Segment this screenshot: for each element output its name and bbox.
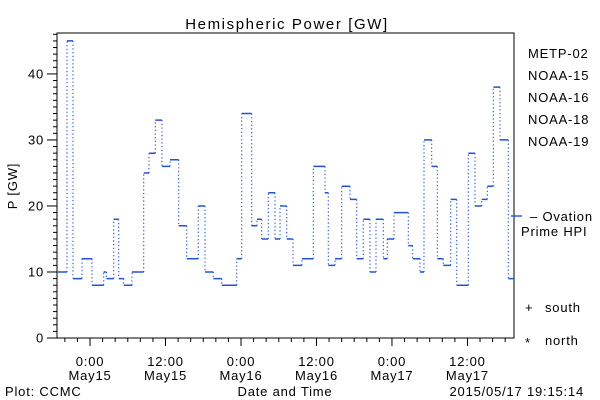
x-tick-labels: 0:00May1512:00May150:00May1612:00May160:… <box>69 354 489 383</box>
x-tick-label-time: 12:00 <box>298 354 335 369</box>
data-step-connectors <box>66 40 509 286</box>
legend-model: – Ovation Prime HPI <box>511 209 593 239</box>
x-tick-label-date: May17 <box>446 368 489 383</box>
legend-item-metp02: METP-02 <box>528 46 589 61</box>
south-marker-icon: + <box>525 300 533 315</box>
north-label: north <box>545 333 579 348</box>
legend-model-line1: – Ovation <box>530 209 593 224</box>
legend-hemispheres: + south * north <box>525 300 581 350</box>
legend-satellites: METP-02 NOAA-15 NOAA-16 NOAA-18 NOAA-19 <box>528 46 589 149</box>
x-tick-label-date: May15 <box>144 368 187 383</box>
legend-item-noaa15: NOAA-15 <box>528 68 589 83</box>
data-step-segments <box>57 40 514 286</box>
north-marker-icon: * <box>525 335 531 350</box>
x-tick-label-date: May15 <box>69 368 112 383</box>
legend-item-noaa16: NOAA-16 <box>528 90 589 105</box>
south-label: south <box>545 300 581 315</box>
plot-frame <box>56 32 515 339</box>
y-tick-label: 10 <box>28 264 44 279</box>
legend-model-line2: Prime HPI <box>521 224 587 239</box>
y-tick-labels: 0 10 20 30 40 <box>28 66 44 346</box>
legend-item-noaa18: NOAA-18 <box>528 112 589 127</box>
timestamp: 2015/05/17 19:15:14 <box>450 384 584 399</box>
y-tick-label: 30 <box>28 132 44 147</box>
x-tick-label-time: 0:00 <box>76 354 105 369</box>
legend-item-noaa19: NOAA-19 <box>528 134 589 149</box>
data-series-noaa15 <box>57 40 514 286</box>
y-tick-label: 40 <box>28 66 44 81</box>
y-tick-label: 20 <box>28 198 44 213</box>
y-axis-label: P [GW] <box>5 163 20 209</box>
x-tick-label-time: 0:00 <box>378 354 407 369</box>
x-tick-label-time: 12:00 <box>449 354 486 369</box>
axis-ticks <box>47 33 506 346</box>
plot-credit: Plot: CCMC <box>5 384 82 399</box>
x-tick-label-date: May16 <box>219 368 262 383</box>
chart-title: Hemispheric Power [GW] <box>185 16 389 33</box>
x-tick-label-date: May16 <box>295 368 338 383</box>
y-tick-label: 0 <box>36 331 44 346</box>
x-tick-label-time: 0:00 <box>227 354 256 369</box>
x-axis-label: Date and Time <box>238 384 333 399</box>
x-tick-label-date: May17 <box>370 368 413 383</box>
x-tick-label-time: 12:00 <box>147 354 184 369</box>
